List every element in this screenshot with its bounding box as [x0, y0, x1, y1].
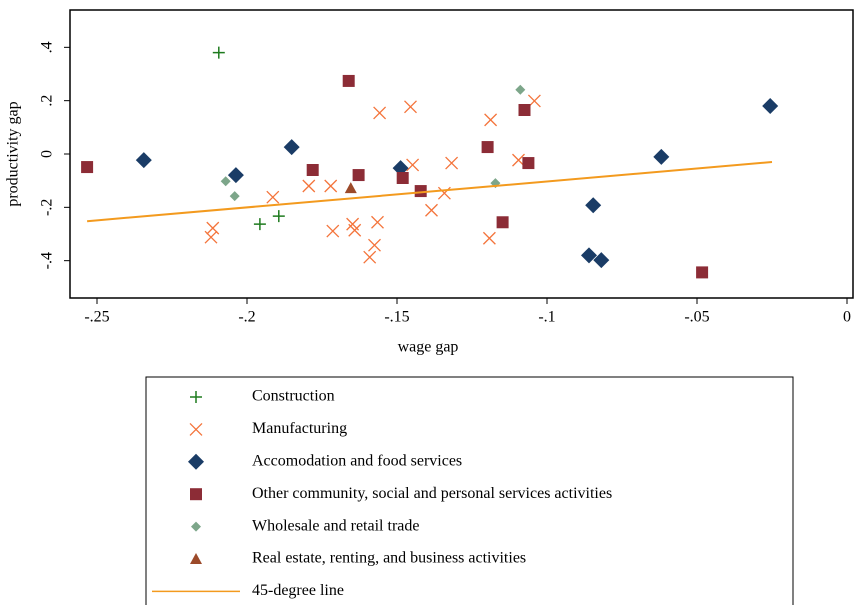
data-point	[522, 157, 535, 170]
data-point	[348, 223, 362, 237]
x-tick-label: -.2	[238, 309, 255, 326]
legend-label: Wholesale and retail trade	[252, 517, 419, 534]
data-point	[496, 216, 509, 229]
legend-marker	[191, 521, 201, 532]
data-point	[396, 172, 409, 184]
data-point	[371, 215, 384, 229]
data-point	[515, 84, 526, 95]
legend-box	[145, 376, 794, 605]
data-point	[585, 197, 602, 214]
x-tick-label: -.25	[84, 309, 109, 326]
data-point	[324, 179, 338, 193]
x-axis-title: wage gap	[398, 339, 459, 356]
legend-marker	[188, 453, 204, 470]
data-point	[344, 182, 357, 194]
data-point	[363, 250, 377, 264]
data-point	[484, 113, 498, 127]
data-point	[81, 161, 94, 174]
data-point	[306, 164, 319, 176]
data-point	[229, 191, 240, 202]
data-point	[414, 185, 427, 198]
data-point	[481, 141, 494, 154]
data-point	[581, 247, 597, 264]
y-tick-label: .2	[39, 95, 56, 107]
legend-label: Other community, social and personal ser…	[252, 485, 612, 502]
y-tick-label: -.2	[39, 199, 56, 216]
data-point	[204, 230, 218, 244]
x-tick-label: -.05	[684, 309, 709, 326]
data-point	[373, 106, 387, 120]
data-point	[342, 74, 355, 87]
data-point	[272, 210, 285, 223]
x-tick-label: 0	[843, 309, 851, 326]
data-point	[368, 238, 381, 252]
y-tick-label: -.4	[39, 252, 56, 269]
data-point	[302, 179, 316, 193]
data-point	[253, 218, 266, 231]
legend-marker	[190, 391, 202, 403]
legend-marker	[189, 422, 203, 436]
data-point	[326, 224, 340, 238]
data-point	[404, 100, 417, 114]
data-point	[696, 266, 709, 279]
data-point	[406, 158, 420, 172]
fit-line	[87, 161, 773, 223]
data-point	[445, 156, 459, 170]
legend-label: Construction	[252, 388, 335, 405]
data-point	[518, 104, 531, 116]
data-point	[227, 167, 244, 184]
data-point	[352, 169, 365, 182]
data-point	[220, 176, 231, 187]
legend-label: 45-degree line	[252, 582, 344, 599]
y-tick-label: 0	[39, 150, 56, 158]
data-point	[135, 152, 152, 169]
legend-label: Real estate, renting, and business activ…	[252, 550, 526, 567]
data-point	[206, 221, 220, 235]
data-point	[283, 139, 300, 156]
plot-area	[69, 9, 854, 299]
data-point	[425, 203, 438, 217]
legend-marker	[190, 488, 202, 501]
data-point	[653, 148, 670, 165]
legend-marker	[190, 553, 202, 564]
data-point	[593, 252, 610, 269]
data-point	[266, 190, 280, 204]
x-tick-label: -.1	[538, 309, 555, 326]
y-axis-title: productivity gap	[5, 101, 22, 206]
x-tick-label: -.15	[384, 309, 409, 326]
legend-label: Accomodation and food services	[252, 452, 462, 469]
legend-label: Manufacturing	[252, 420, 347, 437]
data-point	[762, 98, 779, 114]
data-point	[212, 46, 225, 59]
data-point	[482, 231, 496, 245]
y-tick-label: .4	[39, 41, 56, 53]
